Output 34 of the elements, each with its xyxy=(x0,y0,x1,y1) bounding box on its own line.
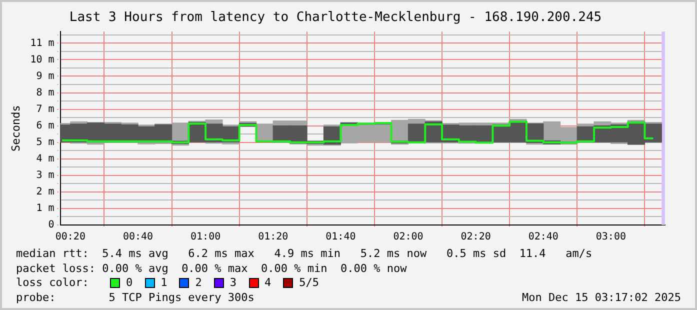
x-tick-label: 03:00 xyxy=(596,232,626,243)
x-tick-label: 02:40 xyxy=(528,232,558,243)
x-tick-label: 01:20 xyxy=(258,232,288,243)
y-tick-label: 4 m xyxy=(36,153,54,164)
y-tick-label: 11 m xyxy=(30,38,54,49)
legend-label: 4 xyxy=(264,276,272,290)
x-tick-label: 02:20 xyxy=(460,232,491,243)
y-tick-label: 5 m xyxy=(36,136,54,148)
y-tick-label: 0 xyxy=(48,220,54,231)
y-tick-label: 6 m xyxy=(36,120,54,132)
legend-label: 2 xyxy=(195,276,202,290)
y-tick-label: 3 m xyxy=(36,170,54,182)
y-tick-label: 8 m xyxy=(36,87,54,98)
x-tick-label: 00:20 xyxy=(55,232,86,243)
legend-label: 3 xyxy=(230,276,236,290)
text: Mon Dec 15 03:17:02 2025 xyxy=(522,290,681,305)
y-tick-label: 10 m xyxy=(30,54,54,66)
x-tick-label: 01:40 xyxy=(326,232,356,243)
y-tick-label: 9 m xyxy=(36,70,54,82)
chart-title: Last 3 Hours from latency to Charlotte-Mecklenburg - 168.190.200.245 xyxy=(69,10,602,26)
legend-label: 5/5 xyxy=(299,276,319,290)
text: packet loss: 0.00 % avg 0.00 % max 0.00 % min 0.00 % now xyxy=(16,262,408,276)
legend-label: 0 xyxy=(126,276,133,290)
y-tick-label: 7 m xyxy=(36,104,54,115)
x-tick-label: 00:40 xyxy=(122,232,154,243)
text: probe: 5 TCP Pings every 300s xyxy=(16,290,254,305)
y-tick-label: 1 m xyxy=(36,203,54,214)
x-tick-label: 01:00 xyxy=(190,232,221,243)
x-tick-label: 02:00 xyxy=(393,232,424,243)
legend-title: loss color: xyxy=(16,276,90,290)
y-axis-title: Seconds xyxy=(9,105,22,152)
legend-label: 1 xyxy=(160,276,168,290)
text: median rtt: 5.4 ms avg 6.2 ms max 4.9 ms min 5.2 ms now 0.5 ms sd 11.4 am/s xyxy=(16,247,594,262)
y-tick-label: 2 m xyxy=(36,186,54,198)
